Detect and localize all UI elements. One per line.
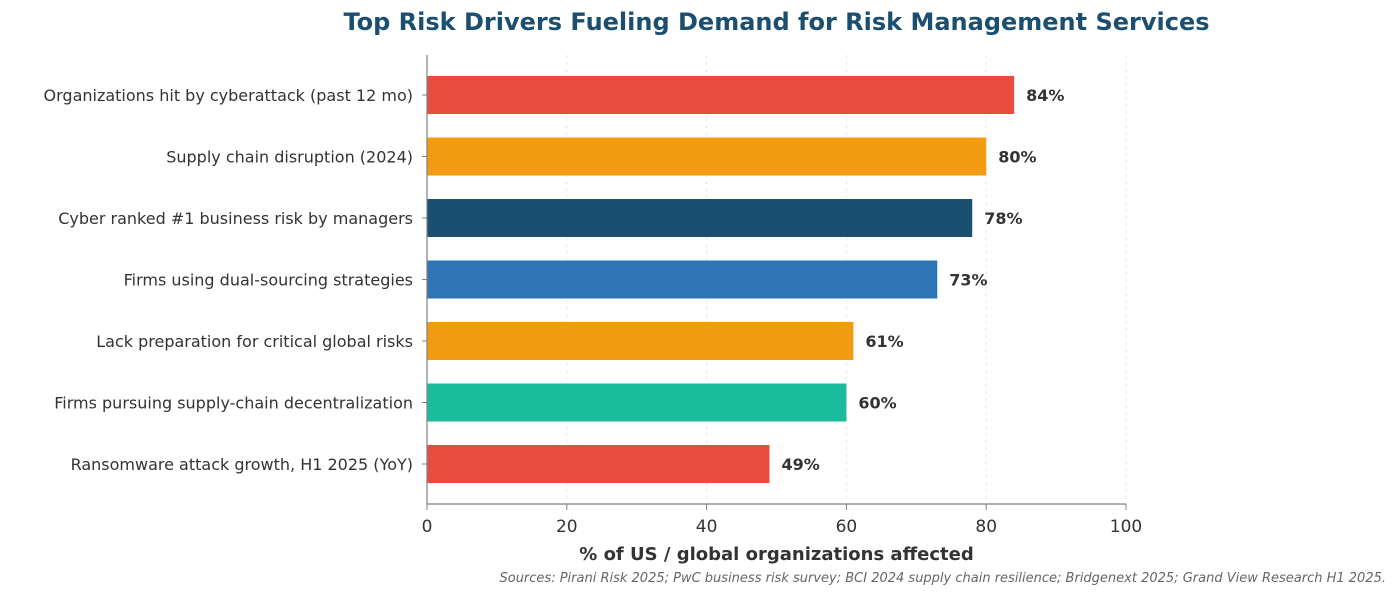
value-label: 49% [782,455,820,474]
category-label: Firms using dual-sourcing strategies [124,271,413,290]
category-label: Firms pursuing supply-chain decentraliza… [54,394,413,413]
value-label: 73% [949,271,987,290]
bar [427,322,854,360]
x-tick-label: 80 [975,517,997,537]
chart-title: Top Risk Drivers Fueling Demand for Risk… [343,8,1210,36]
value-label: 84% [1026,86,1064,105]
bar [427,76,1015,114]
category-label: Organizations hit by cyberattack (past 1… [44,86,413,105]
bar [427,445,770,483]
x-tick-label: 60 [836,517,858,537]
value-label: 78% [984,209,1022,228]
bar [427,260,938,299]
value-label: 80% [998,148,1036,167]
bar [427,199,973,237]
category-label: Cyber ranked #1 business risk by manager… [58,209,413,228]
x-axis-label: % of US / global organizations affected [579,544,973,565]
x-tick-label: 40 [696,517,718,537]
source-note: Sources: Pirani Risk 2025; PwC business … [499,571,1386,586]
category-label: Supply chain disruption (2024) [166,148,413,167]
x-tick-label: 20 [556,517,578,537]
x-tick-label: 0 [422,517,433,537]
value-label: 61% [865,332,903,351]
bar [427,137,987,176]
x-tick-label: 100 [1110,517,1142,537]
value-label: 60% [858,394,896,413]
bar [427,383,847,422]
category-label: Ransomware attack growth, H1 2025 (YoY) [71,455,413,474]
category-label: Lack preparation for critical global ris… [96,332,413,351]
